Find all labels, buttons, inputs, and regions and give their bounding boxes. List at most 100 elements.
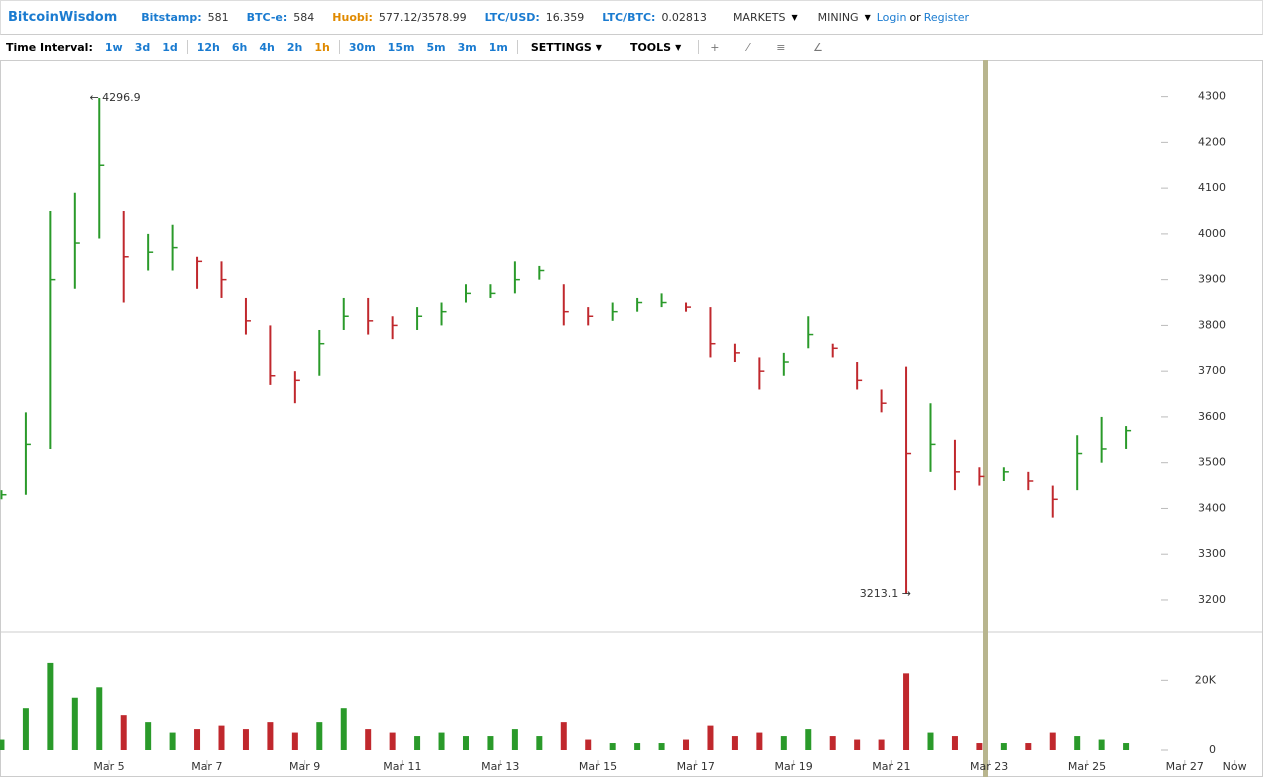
y-tick-label: 4100 — [1198, 181, 1226, 194]
menu[interactable]: MARKETS — [732, 11, 786, 24]
interval[interactable]: 4h — [259, 40, 275, 54]
volume-bar — [1025, 743, 1032, 750]
x-tick-label: Mar 25 — [1068, 760, 1106, 773]
volume-bar — [242, 729, 249, 750]
toolbar: Time Interval: 1w 3d 1d 12h 6h 4h 2h 1h 30m 15m 5m… — [0, 34, 1263, 61]
logo[interactable]: BitcoinWisdom — [8, 10, 118, 25]
interval[interactable]: 3m — [457, 40, 477, 54]
volume-bar — [96, 687, 103, 750]
interval[interactable]: 30m — [348, 40, 376, 54]
volume-bar — [0, 739, 5, 750]
tools[interactable]: TOOLS — [629, 40, 672, 54]
ticker-value: 584 — [293, 11, 315, 24]
login[interactable]: Login — [876, 11, 907, 24]
volume-bar — [854, 739, 861, 750]
volume-bar — [805, 729, 812, 750]
ticker-label: Bitstamp: — [141, 11, 202, 24]
x-tick-label: Mar 15 — [579, 760, 617, 773]
annotation: ← 4296.9 — [89, 91, 140, 104]
volume-bar — [462, 736, 469, 750]
x-tick-label: Mar 27 — [1166, 760, 1204, 773]
y-tick-label: 20K — [1195, 673, 1217, 686]
volume-bar — [120, 715, 127, 750]
x-tick-label: Mar 13 — [481, 760, 519, 773]
interval[interactable]: 1m — [488, 40, 508, 54]
x-tick-label: Mar 11 — [383, 760, 421, 773]
volume-bar — [47, 662, 54, 750]
interval[interactable]: 3d — [134, 40, 151, 54]
ticker-label: LTC/USD: — [484, 11, 540, 24]
volume-bar — [438, 732, 445, 750]
interval-label: Time Interval: — [6, 40, 93, 54]
frame — [0, 60, 1263, 777]
volume-bar — [609, 743, 616, 750]
y-tick-label: 3600 — [1198, 410, 1226, 423]
volume-bar — [658, 743, 665, 750]
volume-bar — [878, 739, 885, 750]
volume-bar — [1074, 736, 1081, 750]
volume-bar — [291, 732, 298, 750]
menu[interactable]: MINING — [817, 11, 859, 24]
volume-bar — [731, 736, 738, 750]
volume-bar — [316, 722, 323, 750]
interval[interactable]: 2h — [286, 40, 303, 54]
volume-bar — [1123, 743, 1130, 750]
ticker-value: 16.359 — [545, 11, 585, 24]
ticker-label: Huobi: — [332, 11, 373, 24]
volume-bar — [1000, 743, 1007, 750]
volume-bar — [145, 722, 152, 750]
annotation: 3213.1 → — [860, 587, 911, 600]
intervals: 1w 3d 1d 12h 6h 4h 2h 1h 30m 15m 5m 3m 1m — [99, 40, 514, 54]
interval[interactable]: 1d — [162, 40, 178, 54]
volume-bar — [340, 708, 347, 750]
volume-bar — [536, 736, 543, 750]
x-tick-label: Now — [1223, 760, 1247, 773]
volume-bar — [829, 736, 836, 750]
x-tick-label: Mar 5 — [93, 760, 124, 773]
interval[interactable]: 1w — [104, 40, 123, 54]
ticker-value: 581 — [207, 11, 229, 24]
interval[interactable]: 15m — [387, 40, 415, 54]
volume-bar — [585, 739, 592, 750]
cursor-line — [983, 60, 988, 777]
x-tick-label: Mar 7 — [191, 760, 222, 773]
x-tick-label: Mar 21 — [872, 760, 910, 773]
volume-bar — [22, 708, 29, 750]
y-tick-label: 4000 — [1198, 227, 1226, 240]
volume-bar — [1098, 739, 1105, 750]
volume-bar — [1049, 732, 1056, 750]
volume-bar — [511, 729, 518, 750]
y-tick-label: 3700 — [1198, 364, 1226, 377]
volume-bar — [634, 743, 641, 750]
header: BitcoinWisdom Bitstamp: 581 BTC-e: 584 Huo… — [0, 0, 1263, 35]
interval[interactable]: 6h — [231, 40, 248, 54]
settings[interactable]: SETTINGS — [530, 40, 592, 54]
interval[interactable]: 12h — [196, 40, 220, 54]
y-tick-label: 3500 — [1198, 456, 1226, 469]
y-tick-label: 3900 — [1198, 273, 1226, 286]
x-tick-label: Mar 9 — [289, 760, 320, 773]
interval[interactable]: 1h — [314, 40, 330, 54]
y-tick-label: 3400 — [1198, 501, 1226, 514]
ticker-label: BTC-e: — [246, 11, 288, 24]
volume-bar — [780, 736, 787, 750]
volume-bar — [71, 697, 78, 750]
y-tick-label: 0 — [1209, 743, 1216, 756]
chart: 3200 3300 3400 3500 3600 3700 3800 3900 4000 4100… — [0, 60, 1263, 777]
volume-bar — [194, 729, 201, 750]
volume-bar — [707, 725, 714, 750]
ticker-value: 577.12/3578.99 — [378, 11, 467, 24]
volume-bar — [267, 722, 274, 750]
volume-bar — [389, 732, 396, 750]
volume-bar — [560, 722, 567, 750]
volume-bar — [756, 732, 763, 750]
register[interactable]: Register — [923, 11, 969, 24]
x-tick-label: Mar 23 — [970, 760, 1008, 773]
volume-bar — [927, 732, 934, 750]
ticker-label: LTC/BTC: — [602, 11, 656, 24]
interval[interactable]: 5m — [426, 40, 446, 54]
y-tick-label: 4200 — [1198, 135, 1226, 148]
volume-bar — [365, 729, 372, 750]
ticker-value: 0.02813 — [661, 11, 707, 24]
